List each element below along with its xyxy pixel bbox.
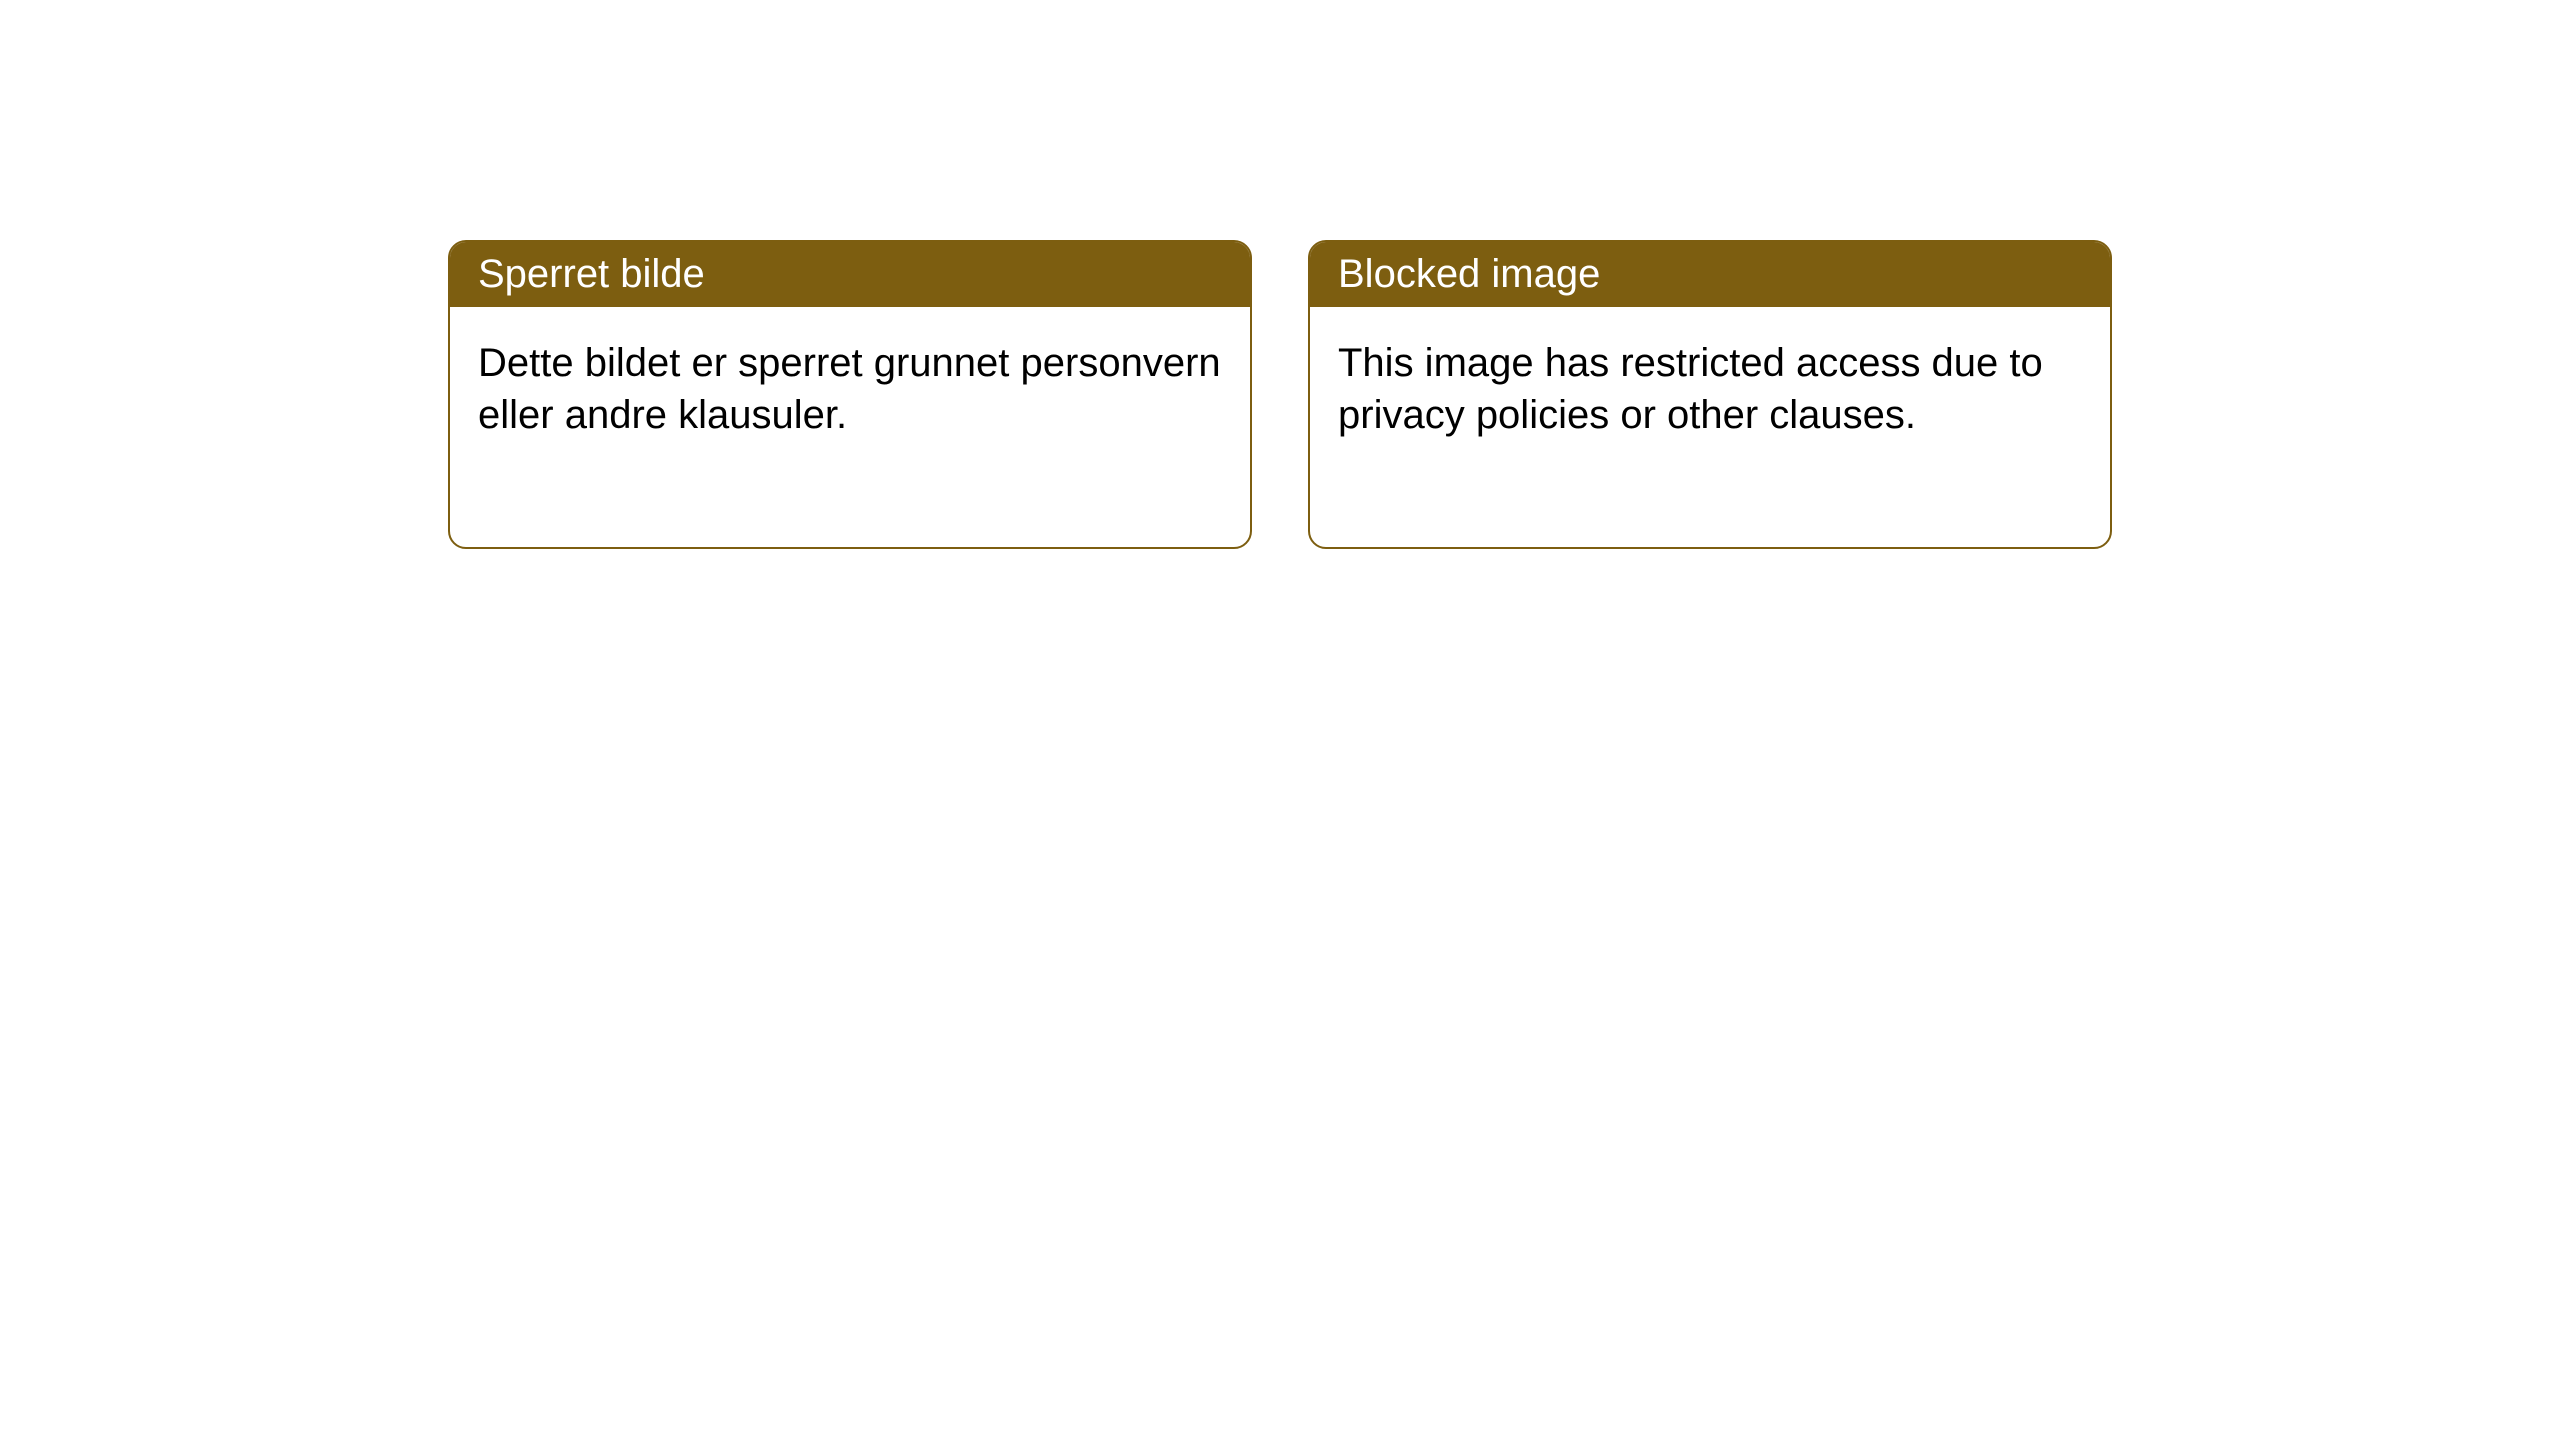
card-header-english: Blocked image	[1310, 242, 2110, 307]
card-body-norwegian: Dette bildet er sperret grunnet personve…	[450, 307, 1250, 547]
card-title-english: Blocked image	[1338, 252, 1600, 296]
notice-container: Sperret bilde Dette bildet er sperret gr…	[448, 240, 2112, 549]
card-body-english: This image has restricted access due to …	[1310, 307, 2110, 547]
card-header-norwegian: Sperret bilde	[450, 242, 1250, 307]
notice-card-english: Blocked image This image has restricted …	[1308, 240, 2112, 549]
card-body-text-english: This image has restricted access due to …	[1338, 341, 2043, 437]
card-body-text-norwegian: Dette bildet er sperret grunnet personve…	[478, 341, 1221, 437]
card-title-norwegian: Sperret bilde	[478, 252, 705, 296]
notice-card-norwegian: Sperret bilde Dette bildet er sperret gr…	[448, 240, 1252, 549]
